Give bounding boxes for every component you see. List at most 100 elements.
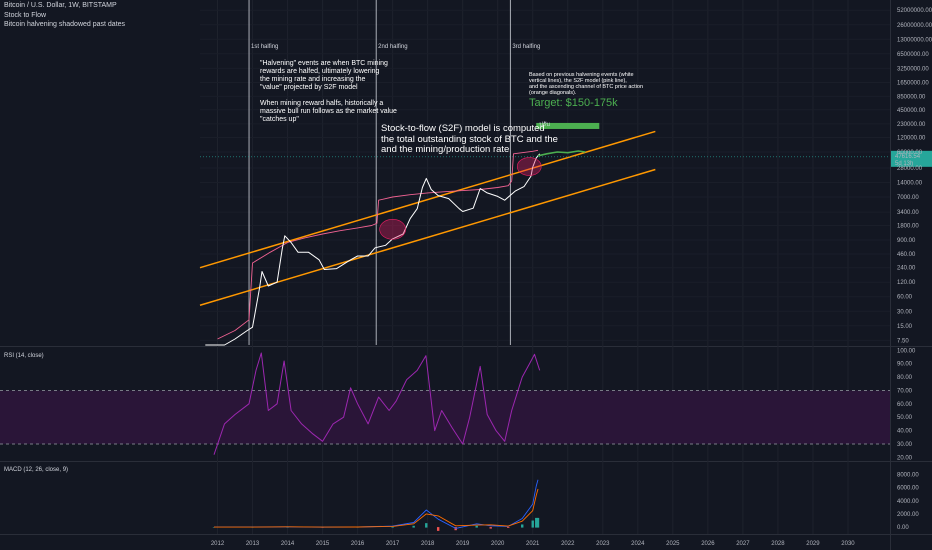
halving-label-1: 1st halfing [251,44,278,50]
macd-signal-line [214,488,539,528]
x-tick-label-2014: 2014 [281,541,295,547]
macd-histogram-bar [531,520,534,528]
x-tick-label-2026: 2026 [701,541,715,547]
macd-histogram-bar [436,527,440,531]
btc-price-line [205,153,541,346]
rsi-title: RSI (14, close) [4,353,44,359]
x-tick-label-2015: 2015 [316,541,330,547]
x-tick-label-2021: 2021 [526,541,540,547]
projection-path [537,150,586,157]
rsi-tick-label: 20.00 [897,455,913,461]
price-tick-label: 900.00 [897,238,916,244]
price-tick-label: 7000.00 [897,195,919,201]
price-tick-label: 14000.00 [897,180,923,186]
x-tick-label-2012: 2012 [211,541,225,547]
x-tick-label-2028: 2028 [771,541,785,547]
halving-label-2: 2nd halfing [378,44,407,50]
price-tick-label: 850000.00 [897,94,926,100]
halving-highlight-3 [516,157,542,176]
price-tick-label: 120.00 [897,280,916,286]
price-tick-label: 28000.00 [897,166,923,172]
rsi-band [0,390,890,444]
macd-histogram-bar [412,525,415,528]
x-tick-label-2030: 2030 [841,541,855,547]
halving-highlight-2 [379,218,406,240]
s2f-model-line [217,149,539,340]
price-tick-label: 230000.00 [897,122,926,128]
price-tick-label: 460.00 [897,252,916,258]
macd-tick-label: 8000.00 [897,473,919,479]
price-tick-label: 6500000.00 [897,52,929,58]
macd-tick-label: 6000.00 [897,486,919,492]
x-tick-label-2020: 2020 [491,541,505,547]
last-price-badge [891,150,932,167]
indicator-s2f-legend[interactable]: Stock to Flow [4,12,47,19]
price-tick-label: 3250000.00 [897,66,929,72]
macd-histogram-bar [535,517,538,528]
price-tick-label: 1800.00 [897,223,919,229]
price-tick-label: 7.50 [897,338,909,344]
price-tick-label: 240.00 [897,266,916,272]
symbol-title: Bitcoin / U.S. Dollar, 1W, BITSTAMP [4,2,117,9]
halving-label-3: 3rd halfing [512,44,540,50]
rsi-band-layer [0,389,890,445]
rsi-tick-label: 30.00 [897,442,913,448]
x-tick-label-2025: 2025 [666,541,680,547]
macd-histogram-bar [425,523,428,528]
x-tick-label-2027: 2027 [736,541,750,547]
channel-upper [199,130,656,269]
s2f-explainer-annotation: Stock-to-flow (S2F) model is computed th… [381,123,558,155]
x-tick-label-2023: 2023 [596,541,610,547]
rsi-tick-label: 40.00 [897,429,913,435]
macd-line [213,479,539,529]
macd-histogram-bar [286,527,289,528]
rsi-tick-label: 100.00 [897,348,916,354]
price-tick-label: 120000.00 [897,135,926,141]
price-tick-label: 3400.00 [897,210,919,216]
price-tick-label: 30.00 [897,309,913,315]
last-price-label: 47616.54 [895,154,921,160]
price-tick-label: 60000.00 [897,150,923,156]
macd-histogram-bar [521,524,524,528]
rsi-tick-label: 90.00 [897,362,913,368]
x-tick-label-2017: 2017 [386,541,400,547]
price-tick-label: 15.00 [897,324,913,330]
price-target-annotation: Target: $150-175k [529,97,618,109]
macd-histogram-bar [475,525,478,528]
x-tick-label-2029: 2029 [806,541,820,547]
x-tick-label-2018: 2018 [421,541,435,547]
macd-tick-label: 0.00 [897,525,909,531]
macd-histogram-bar [391,526,394,528]
rsi-line [213,352,541,455]
x-tick-label-2013: 2013 [246,541,260,547]
axes-layer: 2012 2013 2014 2015 2016 2017 2018 2019 2020 2021… [4,8,932,547]
price-tick-label: 1650000.00 [897,81,929,87]
price-tick-label: 52000000.00 [897,8,932,14]
x-tick-label-2016: 2016 [351,541,365,547]
price-tick-label: 60.00 [897,295,913,301]
macd-histogram-bar [536,517,540,528]
rsi-tick-label: 50.00 [897,415,913,421]
target-basis-annotation: Based on previous halvening events (whit… [529,72,644,96]
price-tick-label: 13000000.00 [897,37,932,43]
x-tick-label-2024: 2024 [631,541,645,547]
price-tick-label: 26000000.00 [897,23,932,29]
target-box [536,122,600,129]
rsi-tick-label: 80.00 [897,375,913,381]
halving-explainer-annotation: "Halvening" events are when BTC mining r… [260,60,397,123]
marks-layer: 1st halfing 2nd halfing 3rd halfing ปรับ 476… [199,0,932,531]
x-tick-label-2022: 2022 [561,541,575,547]
x-tick-label-2019: 2019 [456,541,470,547]
last-price-countdown: 5d 13h [895,161,913,167]
macd-title: MACD (12, 26, close, 9) [4,467,68,473]
macd-histogram-bar [507,527,510,528]
macd-tick-label: 2000.00 [897,512,919,518]
target-box-label: ปรับ [539,121,550,128]
macd-histogram-bar [489,527,492,529]
rsi-tick-label: 70.00 [897,388,913,394]
price-tick-label: 450000.00 [897,108,926,114]
macd-tick-label: 4000.00 [897,499,919,505]
indicator-halvening-legend[interactable]: Bitcoin halvening shadowed past dates [4,21,126,28]
